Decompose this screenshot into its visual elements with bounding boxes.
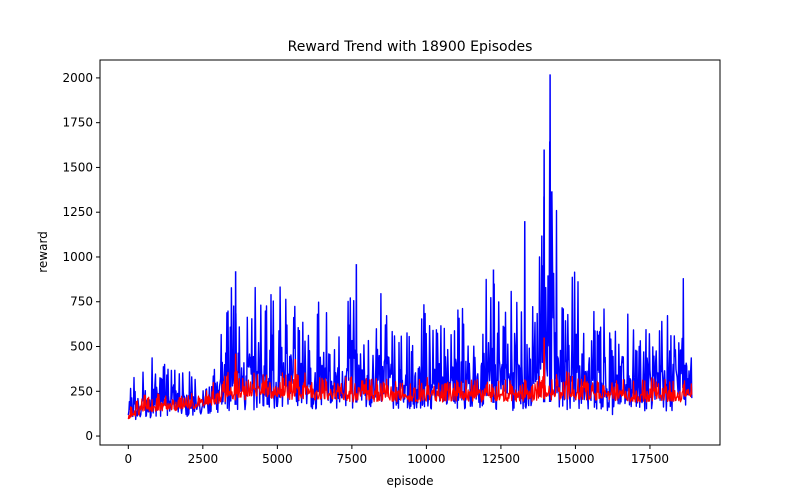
series-line (127, 141, 693, 421)
plot-area (127, 74, 693, 421)
y-tick-label: 1500 (62, 160, 93, 174)
spike-3 (492, 269, 495, 403)
x-tick-label: 0 (124, 452, 132, 466)
series-0 (127, 74, 693, 421)
y-tick-label: 1000 (62, 250, 93, 264)
y-tick-label: 250 (70, 384, 93, 398)
x-tick-label: 17500 (631, 452, 669, 466)
x-tick-label: 10000 (407, 452, 445, 466)
y-axis-label: reward (36, 231, 50, 273)
spike-0 (548, 74, 552, 403)
y-tick-label: 2000 (62, 71, 93, 85)
x-tick-label: 2500 (188, 452, 219, 466)
spike-4 (355, 264, 358, 403)
spike-0 (234, 353, 237, 394)
x-axis-label: episode (387, 474, 434, 488)
spike-1 (542, 337, 546, 394)
series-line (127, 370, 693, 420)
y-tick-label: 1750 (62, 116, 93, 130)
x-tick-label: 5000 (262, 452, 293, 466)
y-tick-label: 1250 (62, 205, 93, 219)
spike-1 (542, 149, 546, 403)
x-tick-label: 7500 (337, 452, 368, 466)
series-1 (127, 337, 693, 420)
y-tick-label: 750 (70, 295, 93, 309)
x-axis: 0 2500 5000 7500 10000 12500 15000 17500 (124, 445, 669, 466)
x-tick-label: 12500 (482, 452, 520, 466)
plot-frame (99, 59, 721, 446)
y-tick-label: 0 (85, 429, 93, 443)
x-tick-label: 15000 (556, 452, 594, 466)
chart-title: Reward Trend with 18900 Episodes (288, 39, 533, 55)
y-tick-label: 500 (70, 340, 93, 354)
spike-2 (523, 221, 526, 403)
y-axis: 0 250 500 750 1000 1250 1500 1750 2000 (62, 71, 100, 443)
spike-2 (294, 359, 297, 394)
